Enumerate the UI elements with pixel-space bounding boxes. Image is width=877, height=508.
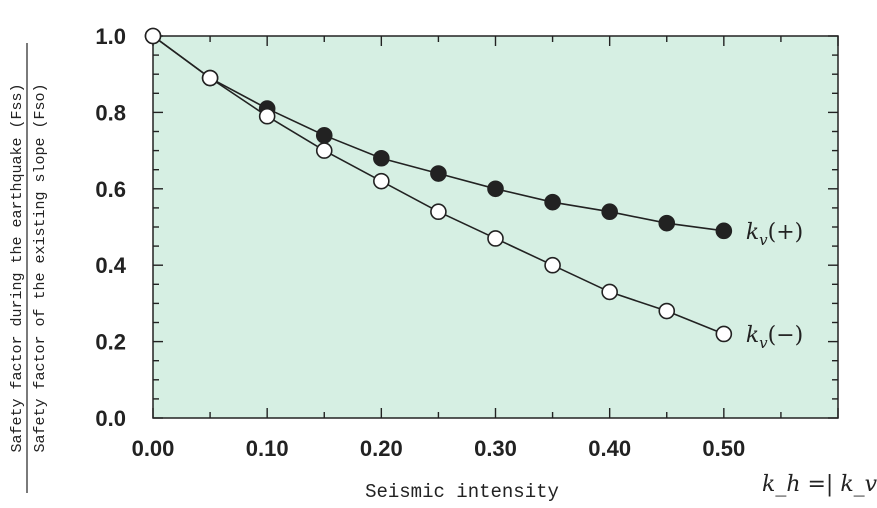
y-tick-label: 0.8 bbox=[95, 100, 126, 125]
series-label-kv-plus-sub: v bbox=[759, 231, 768, 249]
data-point-kv-plus bbox=[373, 149, 390, 167]
data-point-kv-minus bbox=[715, 325, 733, 343]
series-label-kv-minus-suffix: (−) bbox=[768, 323, 804, 348]
x-tick-label: 0.00 bbox=[132, 436, 175, 461]
data-point-kv-minus bbox=[658, 302, 676, 320]
series-label-kv-plus-main: k bbox=[746, 220, 759, 245]
data-point-kv-minus bbox=[544, 256, 561, 274]
data-point-kv-minus bbox=[144, 27, 162, 45]
data-point-kv-minus bbox=[315, 142, 333, 159]
series-label-kv-minus: kv(−) bbox=[746, 323, 803, 352]
tick-labels: 0.0 0.2 0.4 0.6 0.8 1.0 0.00 0.10 0.20 0.30 0.40 0.… bbox=[95, 24, 745, 461]
series-label-kv-minus-sub: v bbox=[759, 334, 768, 352]
data-point-kv-minus bbox=[601, 283, 618, 301]
x-tick-label: 0.40 bbox=[588, 436, 631, 461]
data-point-kv-plus bbox=[544, 193, 561, 211]
data-point-kv-plus bbox=[430, 165, 447, 182]
data-point-kv-plus bbox=[487, 180, 504, 198]
data-point-kv-plus bbox=[601, 203, 618, 221]
series-label-kv-plus: kv(+) bbox=[746, 220, 803, 249]
data-point-kv-minus bbox=[258, 107, 276, 125]
data-point-kv-plus bbox=[715, 222, 733, 240]
x-tick-label: 0.30 bbox=[474, 436, 517, 461]
data-point-kv-plus bbox=[315, 127, 333, 144]
y-tick-label: 0.6 bbox=[95, 177, 126, 202]
series-markers bbox=[144, 27, 733, 343]
data-point-kv-minus bbox=[201, 69, 219, 87]
y-tick-label: 0.0 bbox=[95, 406, 126, 431]
y-axis-title: Safety factor during the earthquake (Fss… bbox=[9, 43, 49, 493]
x-tick-label: 0.10 bbox=[246, 436, 289, 461]
y-tick-label: 0.2 bbox=[95, 330, 126, 355]
x-tick-label: 0.20 bbox=[360, 436, 403, 461]
x-axis-formula: k_h =| k_v | bbox=[762, 472, 877, 497]
axis-ticks bbox=[152, 35, 839, 419]
x-tick-label: 0.50 bbox=[702, 436, 745, 461]
data-point-kv-plus bbox=[658, 214, 676, 232]
data-point-kv-minus bbox=[373, 172, 390, 190]
data-point-kv-minus bbox=[487, 230, 504, 247]
plot-area bbox=[152, 35, 839, 419]
y-tick-label: 0.4 bbox=[95, 253, 126, 278]
y-title-denominator: Safety factor of the existing slope (Fso… bbox=[32, 83, 49, 452]
y-tick-label: 1.0 bbox=[95, 24, 126, 49]
series-label-kv-minus-main: k bbox=[746, 323, 759, 348]
x-axis-title: Seismic intensity bbox=[365, 481, 559, 503]
series-label-kv-plus-suffix: (+) bbox=[768, 220, 804, 245]
y-title-numerator: Safety factor during the earthquake (Fss… bbox=[9, 83, 26, 452]
data-point-kv-minus bbox=[430, 203, 447, 221]
